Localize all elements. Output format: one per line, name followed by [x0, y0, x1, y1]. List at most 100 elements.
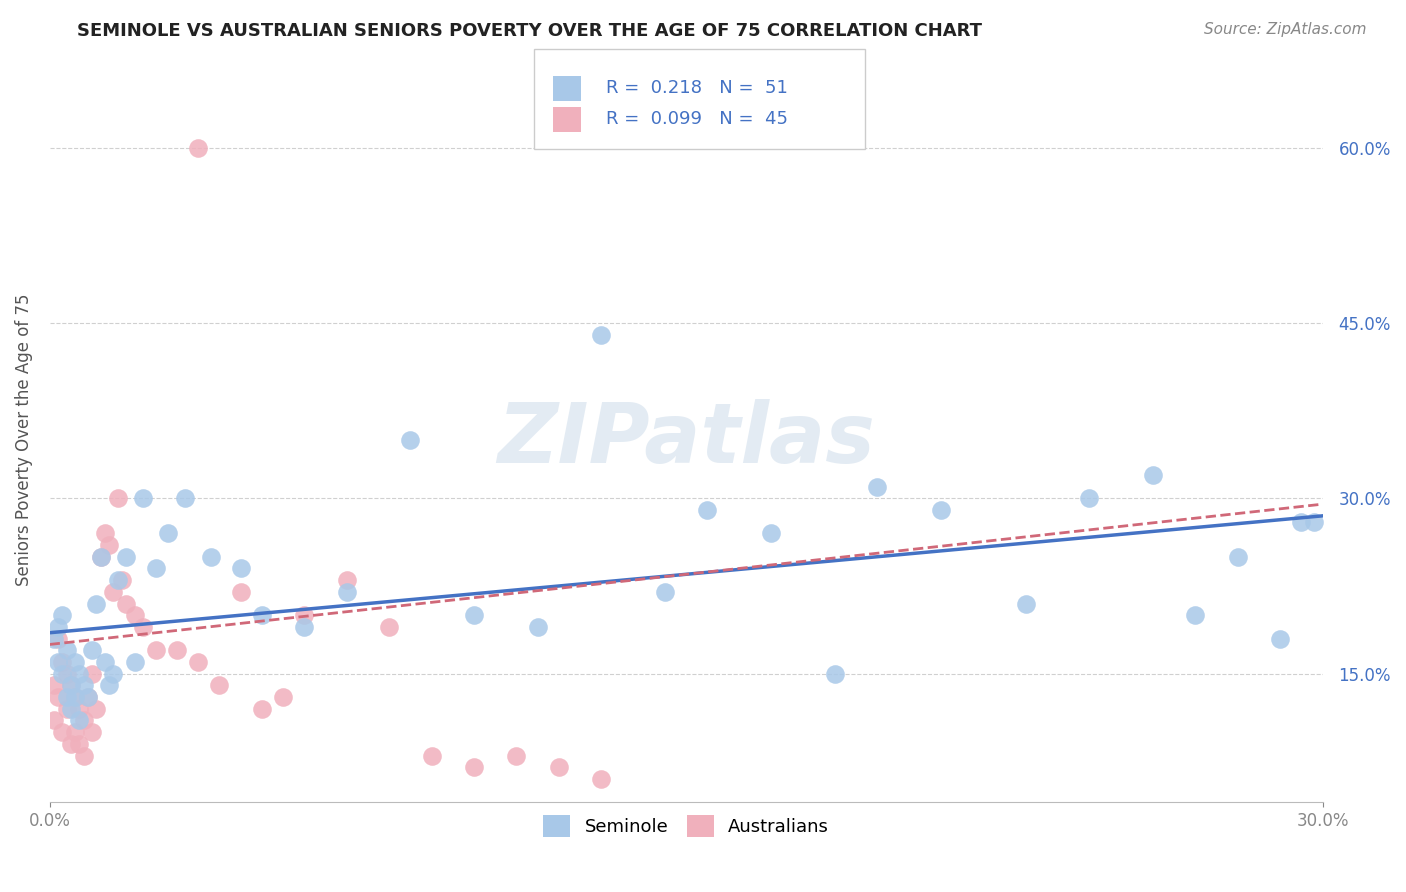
Point — [67, 714, 90, 728]
Point — [229, 584, 252, 599]
Point — [115, 597, 138, 611]
Point — [111, 573, 134, 587]
Point — [336, 584, 359, 599]
Point — [59, 737, 82, 751]
Text: Source: ZipAtlas.com: Source: ZipAtlas.com — [1204, 22, 1367, 37]
Point — [103, 584, 125, 599]
Point — [1014, 597, 1036, 611]
Point — [463, 760, 485, 774]
Y-axis label: Seniors Poverty Over the Age of 75: Seniors Poverty Over the Age of 75 — [15, 293, 32, 586]
Point — [59, 678, 82, 692]
Point — [63, 690, 86, 704]
Point — [1226, 549, 1249, 564]
Point — [378, 620, 401, 634]
Point — [166, 643, 188, 657]
Point — [76, 690, 98, 704]
Point — [187, 140, 209, 154]
Point — [51, 725, 73, 739]
Legend: Seminole, Australians: Seminole, Australians — [536, 807, 837, 844]
Point — [67, 666, 90, 681]
Point — [46, 690, 69, 704]
Point — [55, 690, 77, 704]
Point — [94, 655, 117, 669]
Point — [55, 702, 77, 716]
Point — [124, 608, 146, 623]
Point — [208, 678, 231, 692]
Point — [591, 772, 613, 786]
Text: R =  0.218   N =  51: R = 0.218 N = 51 — [606, 79, 787, 97]
Point — [82, 643, 104, 657]
Point — [929, 503, 952, 517]
Point — [250, 702, 273, 716]
Point — [46, 655, 69, 669]
Point — [200, 549, 222, 564]
Point — [696, 503, 718, 517]
Point — [547, 760, 569, 774]
Point — [1303, 515, 1326, 529]
Point — [51, 655, 73, 669]
Point — [90, 549, 112, 564]
Point — [72, 748, 94, 763]
Point — [1142, 467, 1164, 482]
Point — [250, 608, 273, 623]
Point — [72, 714, 94, 728]
Point — [591, 327, 613, 342]
Point — [72, 678, 94, 692]
Point — [63, 690, 86, 704]
Point — [59, 702, 82, 716]
Point — [124, 655, 146, 669]
Point — [1078, 491, 1101, 506]
Point — [145, 561, 167, 575]
Point — [82, 666, 104, 681]
Point — [132, 491, 155, 506]
Point — [1184, 608, 1206, 623]
Point — [94, 526, 117, 541]
Point — [86, 597, 108, 611]
Point — [67, 702, 90, 716]
Point — [55, 643, 77, 657]
Point — [82, 725, 104, 739]
Point — [526, 620, 548, 634]
Point — [157, 526, 180, 541]
Point — [292, 608, 315, 623]
Point — [759, 526, 782, 541]
Point — [271, 690, 294, 704]
Point — [187, 655, 209, 669]
Point — [76, 690, 98, 704]
Point — [107, 573, 129, 587]
Point — [51, 666, 73, 681]
Point — [98, 538, 121, 552]
Point — [399, 433, 422, 447]
Point — [107, 491, 129, 506]
Point — [292, 620, 315, 634]
Point — [229, 561, 252, 575]
Point — [59, 678, 82, 692]
Point — [46, 620, 69, 634]
Point — [90, 549, 112, 564]
Point — [420, 748, 443, 763]
Point — [115, 549, 138, 564]
Point — [145, 643, 167, 657]
Point — [63, 725, 86, 739]
Point — [654, 584, 676, 599]
Point — [1291, 515, 1313, 529]
Point — [67, 737, 90, 751]
Point — [505, 748, 527, 763]
Point — [42, 714, 65, 728]
Point — [86, 702, 108, 716]
Point — [1268, 632, 1291, 646]
Point — [103, 666, 125, 681]
Point — [463, 608, 485, 623]
Point — [55, 666, 77, 681]
Point — [46, 632, 69, 646]
Point — [336, 573, 359, 587]
Point — [42, 678, 65, 692]
Point — [174, 491, 197, 506]
Point — [63, 655, 86, 669]
Text: SEMINOLE VS AUSTRALIAN SENIORS POVERTY OVER THE AGE OF 75 CORRELATION CHART: SEMINOLE VS AUSTRALIAN SENIORS POVERTY O… — [77, 22, 983, 40]
Point — [132, 620, 155, 634]
Point — [42, 632, 65, 646]
Text: R =  0.099   N =  45: R = 0.099 N = 45 — [606, 110, 787, 128]
Point — [866, 480, 889, 494]
Point — [51, 608, 73, 623]
